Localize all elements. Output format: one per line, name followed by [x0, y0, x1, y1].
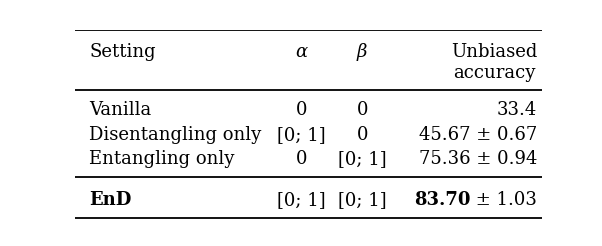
Text: 33.4: 33.4 — [497, 101, 537, 119]
Text: [0; 1]: [0; 1] — [277, 126, 326, 144]
Text: 0: 0 — [356, 126, 368, 144]
Text: 83.70: 83.70 — [414, 191, 470, 209]
Text: ± 1.03: ± 1.03 — [470, 191, 537, 209]
Text: 75.36 ± 0.94: 75.36 ± 0.94 — [419, 150, 537, 168]
Text: Setting: Setting — [89, 43, 156, 61]
Text: EnD: EnD — [89, 191, 132, 209]
Text: 0: 0 — [296, 150, 307, 168]
Text: Entangling only: Entangling only — [89, 150, 235, 168]
Text: α: α — [296, 43, 308, 61]
Text: 0: 0 — [356, 101, 368, 119]
Text: Disentangling only: Disentangling only — [89, 126, 261, 144]
Text: 0: 0 — [296, 101, 307, 119]
Text: Vanilla: Vanilla — [89, 101, 152, 119]
Text: [0; 1]: [0; 1] — [338, 191, 386, 209]
Text: [0; 1]: [0; 1] — [277, 191, 326, 209]
Text: β: β — [357, 43, 367, 61]
Text: 45.67 ± 0.67: 45.67 ± 0.67 — [419, 126, 537, 144]
Text: Unbiased
accuracy: Unbiased accuracy — [451, 43, 537, 82]
Text: [0; 1]: [0; 1] — [338, 150, 386, 168]
